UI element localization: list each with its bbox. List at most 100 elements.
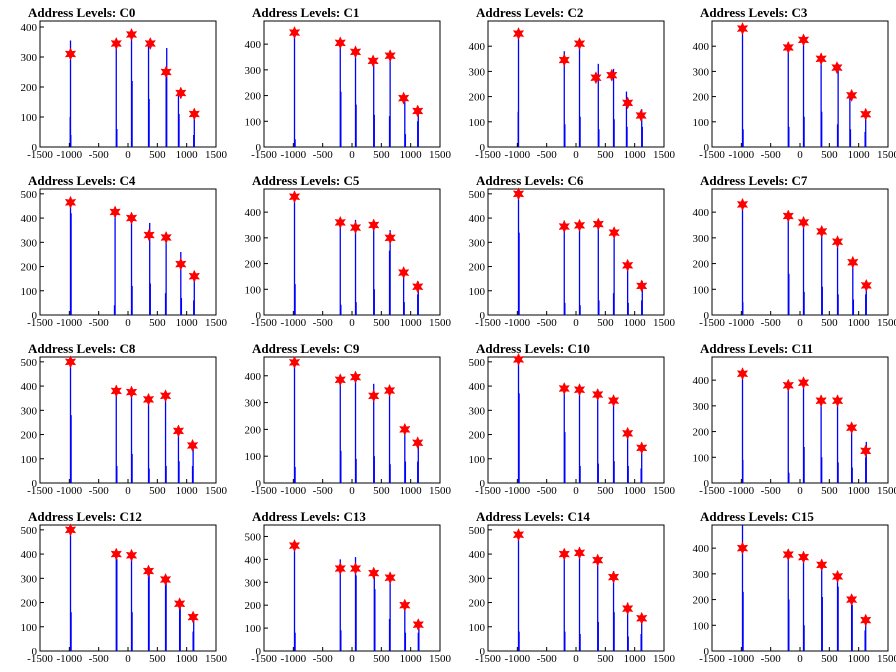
chart-plot: 0 100 200 300 400 500 -1500 -1000 -500 0 500 1000 15… <box>469 352 676 497</box>
x-tick-label: -1000 <box>504 317 530 329</box>
chart-title: Address Levels: C9 <box>252 341 360 356</box>
y-tick-label: 0 <box>480 310 486 322</box>
x-tick-label: -1500 <box>699 485 725 497</box>
y-tick-label: 500 <box>21 525 38 537</box>
x-tick-label: 1500 <box>653 317 676 329</box>
peak-marker <box>160 65 172 79</box>
x-tick-label: -500 <box>313 653 334 665</box>
y-tick-label: 0 <box>32 142 38 154</box>
x-tick-label: 1000 <box>848 653 871 665</box>
peak-marker <box>606 68 618 82</box>
peak-marker <box>288 355 301 369</box>
x-tick-label: 1500 <box>429 485 452 497</box>
peak-marker <box>558 381 570 396</box>
x-tick-label: 0 <box>125 149 131 161</box>
peak-marker <box>142 392 155 407</box>
x-tick-label: 1500 <box>653 653 676 665</box>
y-tick-label: 200 <box>21 262 38 274</box>
y-tick-label: 200 <box>469 430 486 442</box>
chart-plot: 0 100 200 300 400 -1500-1000 -500 0 500 1000 1500 <box>245 20 452 161</box>
y-tick-label: 300 <box>21 405 38 417</box>
peak-marker <box>175 257 187 271</box>
peak-marker <box>397 91 410 105</box>
x-tick-label: 0 <box>349 485 355 497</box>
y-tick-label: 200 <box>469 598 486 610</box>
x-tick-label: -1500 <box>27 485 53 497</box>
chart-title: Address Levels: C13 <box>252 509 366 524</box>
peak-marker <box>782 40 794 55</box>
x-tick-label: -500 <box>313 317 334 329</box>
chart-panel: Address Levels: C4 0 100 200 300 400 500 -1500-… <box>0 168 228 336</box>
peak-marker <box>383 383 396 398</box>
y-tick-label: 0 <box>256 142 262 154</box>
y-tick-label: 0 <box>32 646 38 658</box>
x-tick-label: -500 <box>313 149 334 161</box>
y-tick-label: 300 <box>21 573 38 585</box>
x-tick-label: 1500 <box>877 317 896 329</box>
x-tick-label: 0 <box>797 485 803 497</box>
y-tick-label: 400 <box>469 41 486 53</box>
chart-panel: Address Levels: C14 0 100 200 300 400 500 -1500… <box>448 504 676 672</box>
peak-marker <box>558 53 570 67</box>
x-tick-label: -1000 <box>56 485 82 497</box>
y-tick-label: 200 <box>21 430 38 442</box>
plot-frame <box>39 524 217 652</box>
peak-marker <box>412 618 425 632</box>
peak-marker <box>110 384 122 398</box>
plot-frame <box>711 188 889 316</box>
x-tick-label: -500 <box>89 485 110 497</box>
peak-marker <box>635 611 648 625</box>
peak-marker <box>188 107 201 121</box>
y-tick-label: 0 <box>704 478 710 490</box>
x-tick-label: 1000 <box>848 485 871 497</box>
peak-marker <box>621 601 634 616</box>
y-tick-label: 100 <box>693 117 710 129</box>
y-tick-label: 0 <box>256 310 262 322</box>
chart-plot: 0 100 200 300 400 500 -1500 -1000 -500 0 500 1000 15… <box>21 188 228 329</box>
peak-marker <box>64 195 77 209</box>
x-tick-label: -1500 <box>27 653 53 665</box>
plot-frame <box>711 20 889 148</box>
peak-marker <box>592 217 605 231</box>
chart-panel: Address Levels: C13 0 100 200 300 400 500 -1500… <box>224 504 452 672</box>
x-tick-label: -1000 <box>728 317 754 329</box>
chart-plot: 0 100 200 300 400 -1500-1000 -500 0 500 1000 1500 <box>693 524 896 665</box>
peak-marker <box>815 558 828 572</box>
x-tick-label: -1500 <box>27 317 53 329</box>
x-tick-label: -1000 <box>280 149 306 161</box>
y-tick-label: 100 <box>245 623 262 635</box>
y-tick-label: 100 <box>693 452 710 464</box>
y-tick-label: 200 <box>693 595 710 607</box>
y-tick-label: 400 <box>245 207 262 219</box>
y-tick-label: 300 <box>245 65 262 77</box>
peak-marker <box>334 561 346 576</box>
x-tick-label: -1000 <box>280 485 306 497</box>
peak-marker <box>831 61 843 75</box>
x-tick-label: 0 <box>573 485 579 497</box>
y-tick-label: 200 <box>693 92 710 104</box>
peak-marker <box>411 280 424 294</box>
peak-marker <box>349 370 362 384</box>
x-tick-label: 1500 <box>877 653 896 665</box>
y-tick-label: 0 <box>32 478 38 490</box>
x-tick-label: 1000 <box>176 653 199 665</box>
peak-marker <box>64 355 77 369</box>
y-tick-label: 300 <box>469 66 486 78</box>
peak-marker <box>621 258 634 272</box>
peak-marker <box>288 25 301 40</box>
chart-title: Address Levels: C3 <box>700 5 808 20</box>
peak-marker <box>845 421 858 435</box>
peak-marker <box>367 54 379 68</box>
y-tick-label: 200 <box>469 92 486 104</box>
chart-title: Address Levels: C6 <box>476 173 584 188</box>
chart-title: Address Levels: C14 <box>476 509 590 524</box>
y-tick-label: 300 <box>21 237 38 249</box>
chart-panel: Address Levels: C0 0 100 200 300 400 -1500 -100… <box>0 0 228 168</box>
x-tick-label: 1500 <box>429 317 452 329</box>
y-tick-label: 200 <box>245 91 262 103</box>
chart-plot: 0 100 200 300 400 500 -1500 -1000 -500 0 500 1000 15… <box>469 187 676 329</box>
x-tick-label: 1000 <box>848 149 871 161</box>
y-tick-label: 0 <box>480 646 486 658</box>
peak-marker <box>384 231 396 245</box>
